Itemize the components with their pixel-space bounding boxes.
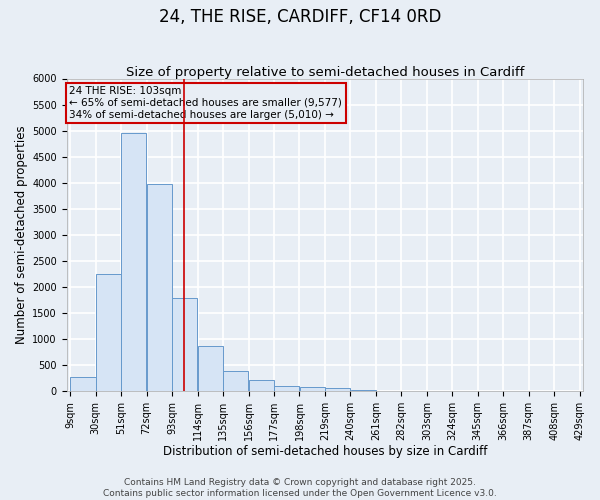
Bar	[223, 371, 248, 391]
Bar	[299, 388, 325, 391]
Bar	[172, 298, 197, 391]
Y-axis label: Number of semi-detached properties: Number of semi-detached properties	[15, 126, 28, 344]
Bar	[147, 184, 172, 391]
Title: Size of property relative to semi-detached houses in Cardiff: Size of property relative to semi-detach…	[126, 66, 524, 78]
Text: 24, THE RISE, CARDIFF, CF14 0RD: 24, THE RISE, CARDIFF, CF14 0RD	[159, 8, 441, 26]
Bar	[249, 380, 274, 391]
Bar	[70, 377, 95, 391]
Bar	[350, 390, 376, 391]
Text: Contains HM Land Registry data © Crown copyright and database right 2025.
Contai: Contains HM Land Registry data © Crown c…	[103, 478, 497, 498]
Bar	[121, 133, 146, 391]
Bar	[96, 274, 121, 391]
Bar	[325, 388, 350, 391]
Text: 24 THE RISE: 103sqm
← 65% of semi-detached houses are smaller (9,577)
34% of sem: 24 THE RISE: 103sqm ← 65% of semi-detach…	[69, 86, 342, 120]
Bar	[274, 386, 299, 391]
Bar	[198, 346, 223, 391]
X-axis label: Distribution of semi-detached houses by size in Cardiff: Distribution of semi-detached houses by …	[163, 444, 487, 458]
